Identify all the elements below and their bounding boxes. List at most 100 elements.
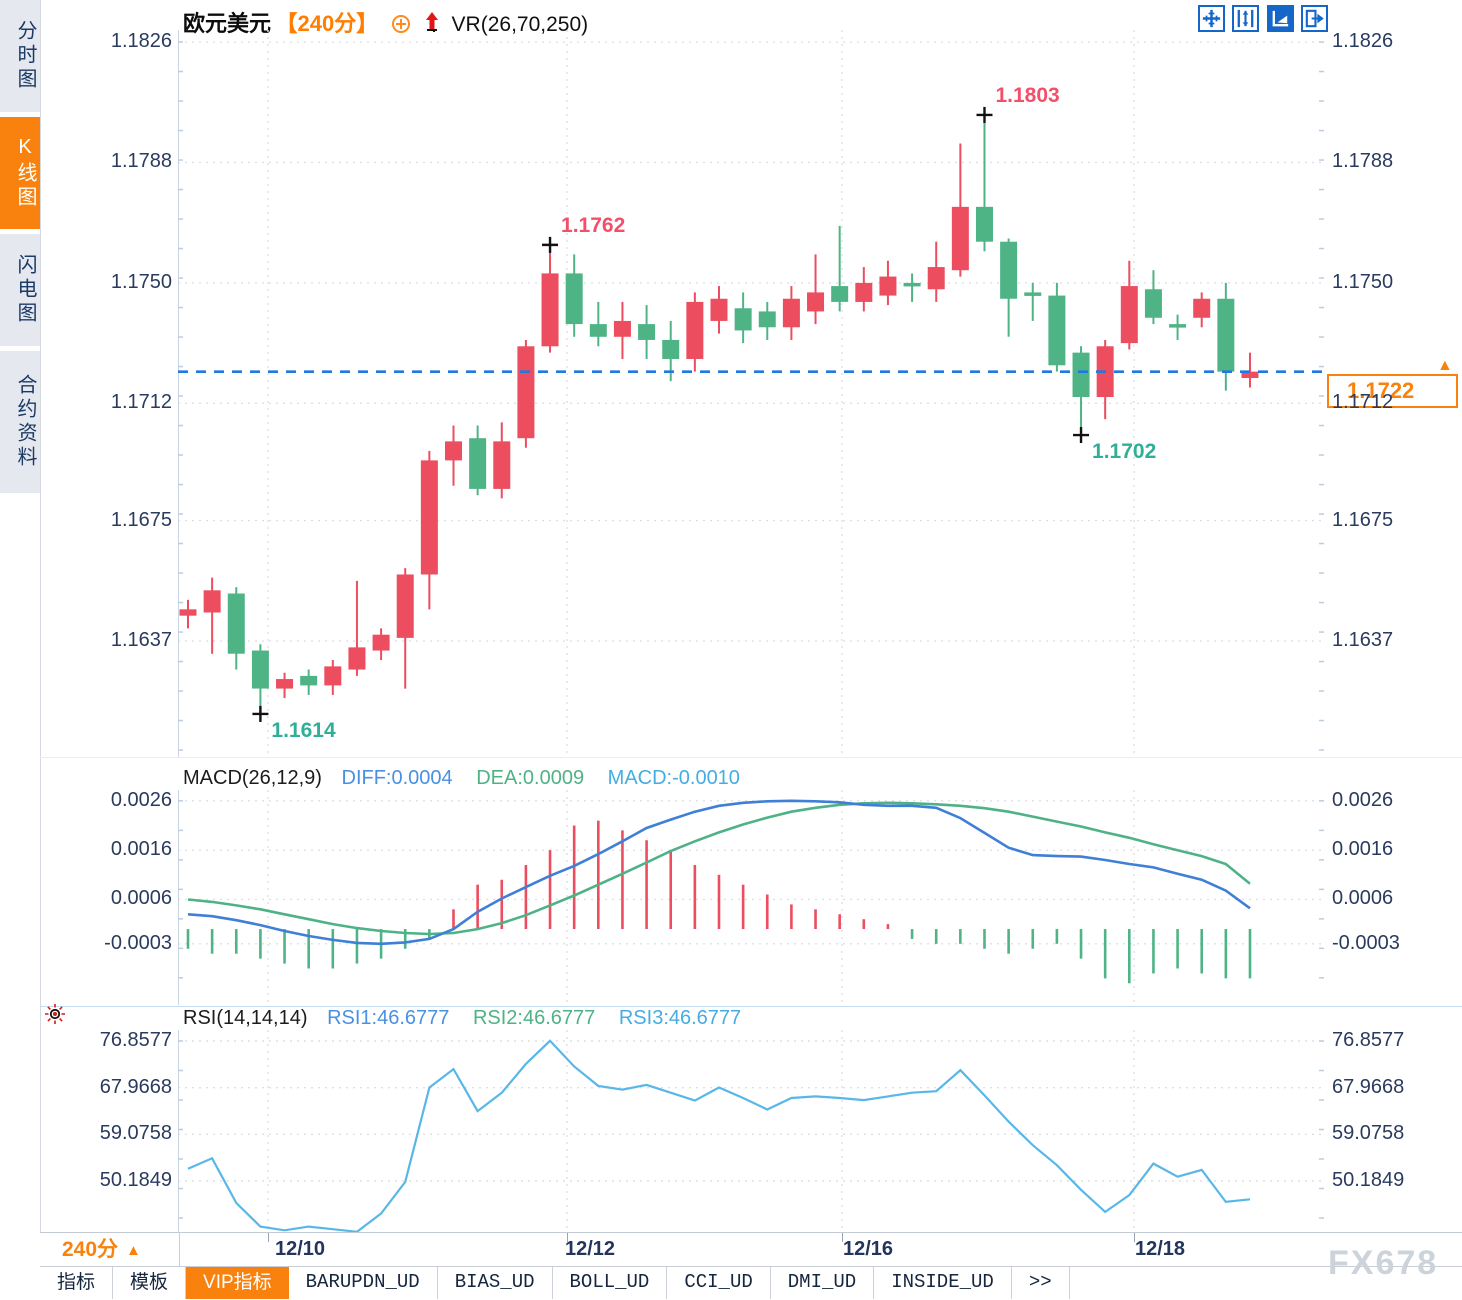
y-axis-label: 0.0016 — [110, 838, 172, 861]
candle-body — [1048, 295, 1066, 366]
y-axis-label: 1.1750 — [1332, 270, 1394, 293]
sun-icon[interactable] — [44, 1003, 66, 1030]
pane-divider — [40, 1006, 1462, 1007]
candle-body — [227, 593, 245, 654]
indicator-tab-4[interactable]: BIAS_UD — [438, 1267, 553, 1299]
price-annotation: 1.1803 — [995, 83, 1060, 107]
pan-right-icon[interactable] — [1301, 5, 1329, 32]
rsi3-readout: RSI3:46.6777 — [618, 1007, 742, 1029]
candle-body — [855, 282, 873, 302]
x-axis-tick — [268, 1233, 269, 1242]
price-annotation: 1.1762 — [561, 213, 626, 237]
indicator-tab-5[interactable]: BOLL_UD — [553, 1267, 668, 1299]
caret-up-icon: ▲ — [126, 1242, 141, 1259]
indicator-tab-7[interactable]: DMI_UD — [771, 1267, 875, 1299]
candle-body — [1000, 241, 1018, 299]
indicator-tab-2[interactable]: VIP指标 — [186, 1267, 289, 1299]
candle-body — [444, 441, 462, 461]
rsi-header: RSI(14,14,14) RSI1:46.6777 RSI2:46.6777 … — [183, 1007, 741, 1030]
axis-scale-icon[interactable] — [1232, 5, 1260, 32]
indicator-tab-1[interactable]: 模板 — [113, 1267, 187, 1299]
rsi-params: RSI(14,14,14) — [183, 1007, 308, 1029]
candle-body — [1024, 292, 1042, 296]
rsi-line — [187, 1039, 1251, 1232]
candle-body — [469, 438, 487, 489]
candle-body — [951, 206, 969, 271]
sidebar-tab-0[interactable]: 分时图 — [0, 0, 40, 112]
y-axis-label: 1.1788 — [1332, 150, 1394, 173]
candle-body — [662, 339, 680, 359]
candle-body — [1072, 352, 1090, 398]
y-axis-label: 1.1750 — [110, 270, 172, 293]
diff-line — [187, 799, 1251, 946]
period-selector[interactable]: 240分 ▲ — [40, 1233, 180, 1266]
y-axis-label: 0.0006 — [110, 887, 172, 910]
candle-body — [493, 441, 511, 489]
rsi2-readout: RSI2:46.6777 — [472, 1007, 596, 1029]
crosshair-move-icon[interactable] — [1198, 5, 1225, 32]
sidebar: 分时图 K线图闪电图合约资料 — [0, 0, 40, 1266]
x-axis-label: 12/18 — [1134, 1238, 1186, 1260]
y-axis-label: 1.1637 — [1332, 629, 1394, 652]
candle-body — [203, 590, 221, 613]
y-axis-label: 0.0026 — [1332, 788, 1394, 811]
chart-titlebar: 欧元美元 【240分】 VR(26,70,250) — [183, 6, 588, 36]
candle-body — [396, 574, 414, 638]
candle-body — [517, 346, 535, 439]
candle-body — [276, 679, 294, 689]
sidebar-tab-1[interactable]: K线图 — [0, 117, 40, 229]
sidebar-tab-3[interactable]: 合约资料 — [0, 351, 40, 493]
indicator-tab-3[interactable]: BARUPDN_UD — [289, 1267, 438, 1299]
macd-dea-readout: DEA:0.0009 — [476, 767, 585, 789]
candle-body — [1217, 298, 1235, 372]
sidebar-divider — [40, 0, 41, 1266]
symbol-title: 欧元美元 — [183, 11, 272, 36]
y-axis-label: 1.1675 — [1332, 508, 1394, 531]
candle-body — [879, 276, 897, 296]
y-axis-label: 1.1712 — [110, 391, 172, 414]
period-label: 【240分】 — [275, 11, 379, 36]
pointer-tool-icon[interactable] — [1266, 5, 1294, 32]
candle-body — [903, 282, 921, 287]
candle-body — [734, 308, 752, 331]
sidebar-tab-2[interactable]: 闪电图 — [0, 234, 40, 346]
macd-pane[interactable] — [178, 790, 1324, 1005]
y-axis-label: 0.0006 — [1332, 887, 1394, 910]
candle-body — [541, 273, 559, 347]
y-axis-label: -0.0003 — [104, 931, 172, 954]
indicator-tab-0[interactable]: 指标 — [40, 1267, 114, 1299]
indicator-tab-8[interactable]: INSIDE_UD — [874, 1267, 1012, 1299]
rsi-pane[interactable] — [178, 1030, 1324, 1232]
price-up-arrow-icon: ▲ — [1437, 357, 1453, 374]
x-axis-tick — [842, 1233, 843, 1242]
candle-body — [613, 320, 631, 337]
candle-body — [348, 647, 366, 670]
more-tabs-button[interactable]: >> — [1012, 1267, 1070, 1299]
candle-body — [831, 286, 849, 302]
x-axis-tick — [567, 1233, 568, 1242]
y-axis-label: 1.1712 — [1332, 391, 1394, 414]
dea-line — [187, 801, 1251, 936]
indicator-tab-6[interactable]: CCI_UD — [667, 1267, 771, 1299]
circle-plus-icon[interactable] — [391, 14, 411, 39]
candle-body — [179, 609, 197, 616]
candle-body — [638, 324, 656, 340]
y-axis-label: 76.8577 — [99, 1028, 172, 1051]
x-axis-tick — [1134, 1233, 1135, 1242]
macd-params: MACD(26,12,9) — [183, 767, 322, 789]
y-axis-label: 1.1826 — [110, 30, 172, 53]
y-axis-label: 50.1849 — [99, 1168, 172, 1191]
x-axis-label: 12/16 — [842, 1238, 894, 1260]
y-axis-label: 67.9668 — [1332, 1075, 1405, 1098]
macd-diff-readout: DIFF:0.0004 — [341, 767, 453, 789]
period-selector-label: 240分 — [62, 1238, 119, 1261]
candlestick-pane[interactable] — [178, 30, 1324, 757]
y-axis-label: 1.1826 — [1332, 30, 1394, 53]
y-axis-label: -0.0003 — [1332, 931, 1400, 954]
y-axis-label: 76.8577 — [1332, 1028, 1405, 1051]
y-axis-label: 0.0026 — [110, 788, 172, 811]
y-axis-label: 59.0758 — [1332, 1122, 1405, 1145]
candle-body — [300, 675, 318, 686]
candle-body — [758, 311, 776, 328]
candle-body — [589, 324, 607, 337]
